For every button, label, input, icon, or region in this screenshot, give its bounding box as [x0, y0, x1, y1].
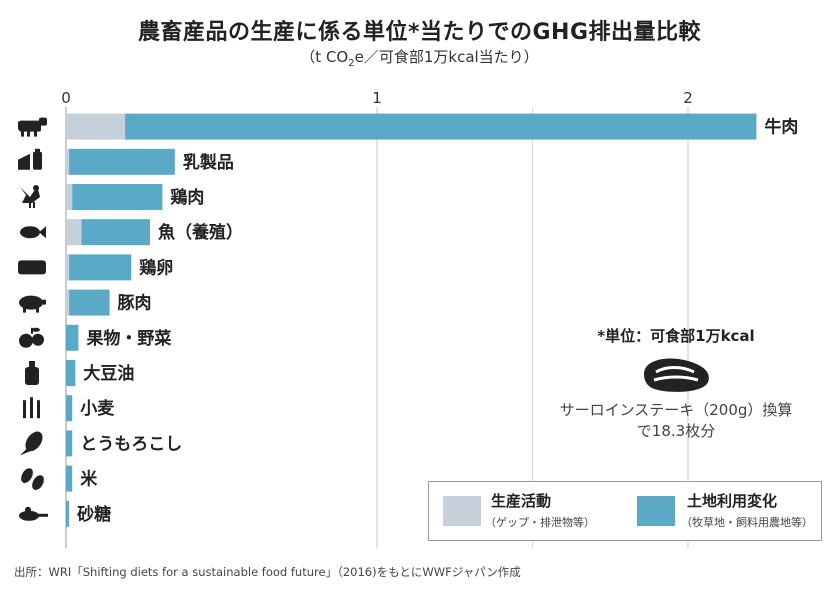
x-tick-label: 1	[372, 89, 382, 107]
legend-sub-production: （ゲップ・排泄物等）	[485, 516, 595, 529]
category-label: 鶏卵	[139, 257, 173, 278]
category-label: とうもろこし	[80, 434, 182, 454]
category-label: 乳製品	[183, 152, 234, 173]
category-label: 鶏肉	[170, 187, 204, 208]
legend-swatch-landuse	[637, 496, 675, 526]
cow-icon	[18, 117, 47, 137]
egg-carton-icon	[18, 260, 46, 275]
bar-production-2	[66, 184, 73, 210]
x-tick-label: 0	[61, 89, 71, 107]
category-label: 小麦	[80, 398, 115, 419]
bar-landuse-9	[66, 430, 73, 457]
pig-icon	[19, 295, 46, 313]
corn-icon	[20, 428, 47, 456]
category-label: 果物・野菜	[86, 328, 172, 349]
rice-icon	[18, 466, 47, 493]
bar-production-3	[66, 219, 82, 246]
bar-landuse-6	[66, 324, 79, 351]
wheat-icon	[23, 397, 40, 419]
legend-label-landuse: 土地利用変化	[687, 492, 778, 510]
unit-note-title: *単位：可食部1万kcal	[597, 327, 755, 345]
chart-subtitle: （t CO2e／可食部1万kcal当たり）	[300, 48, 539, 69]
bar-landuse-2	[72, 184, 163, 210]
bar-production-0	[66, 113, 126, 140]
bar-landuse-0	[125, 113, 757, 140]
category-label: 米	[80, 469, 98, 490]
legend-sub-landuse: （牧草地・飼料用農地等）	[681, 516, 813, 529]
bar-landuse-7	[66, 360, 76, 386]
category-label: 豚肉	[118, 293, 152, 314]
unit-note-line1: サーロインステーキ（200g）換算	[559, 401, 793, 419]
category-label: 魚（養殖）	[158, 222, 243, 243]
x-tick-label: 2	[683, 89, 693, 107]
bar-landuse-5	[69, 289, 110, 316]
bar-production-1	[66, 148, 70, 175]
chicken-icon	[20, 185, 40, 208]
bar-landuse-10	[66, 465, 73, 492]
steak-icon	[644, 358, 709, 392]
unit-note-line2: で18.3枚分	[636, 422, 716, 440]
bar-landuse-1	[69, 148, 175, 175]
bar-production-5	[66, 289, 70, 316]
fish-icon	[20, 226, 46, 239]
category-label: 砂糖	[77, 504, 111, 525]
category-label: 牛肉	[764, 117, 798, 138]
bar-landuse-4	[69, 254, 132, 281]
legend-label-production: 生産活動	[491, 492, 552, 510]
unit-note: *単位：可食部1万kcal サーロインステーキ（200g）換算 で18.3枚分	[551, 325, 801, 442]
fruit-icon	[19, 327, 44, 348]
legend: 生産活動 （ゲップ・排泄物等） 土地利用変化 （牧草地・飼料用農地等）	[428, 481, 822, 541]
category-label: 大豆油	[83, 363, 134, 384]
oil-bottle-icon	[25, 361, 39, 385]
legend-swatch-production	[443, 496, 481, 526]
chart-title: 農畜産品の生産に係る単位*当たりでのGHG排出量比較	[137, 20, 702, 45]
bar-landuse-8	[66, 395, 73, 422]
bar-production-4	[66, 254, 70, 281]
bar-landuse-3	[81, 219, 150, 246]
source-note: 出所：WRI「Shifting diets for a sustainable …	[14, 565, 521, 579]
bar-landuse-11	[66, 500, 70, 527]
cheese-milk-icon	[18, 148, 42, 170]
sugar-spoon-icon	[19, 506, 48, 521]
